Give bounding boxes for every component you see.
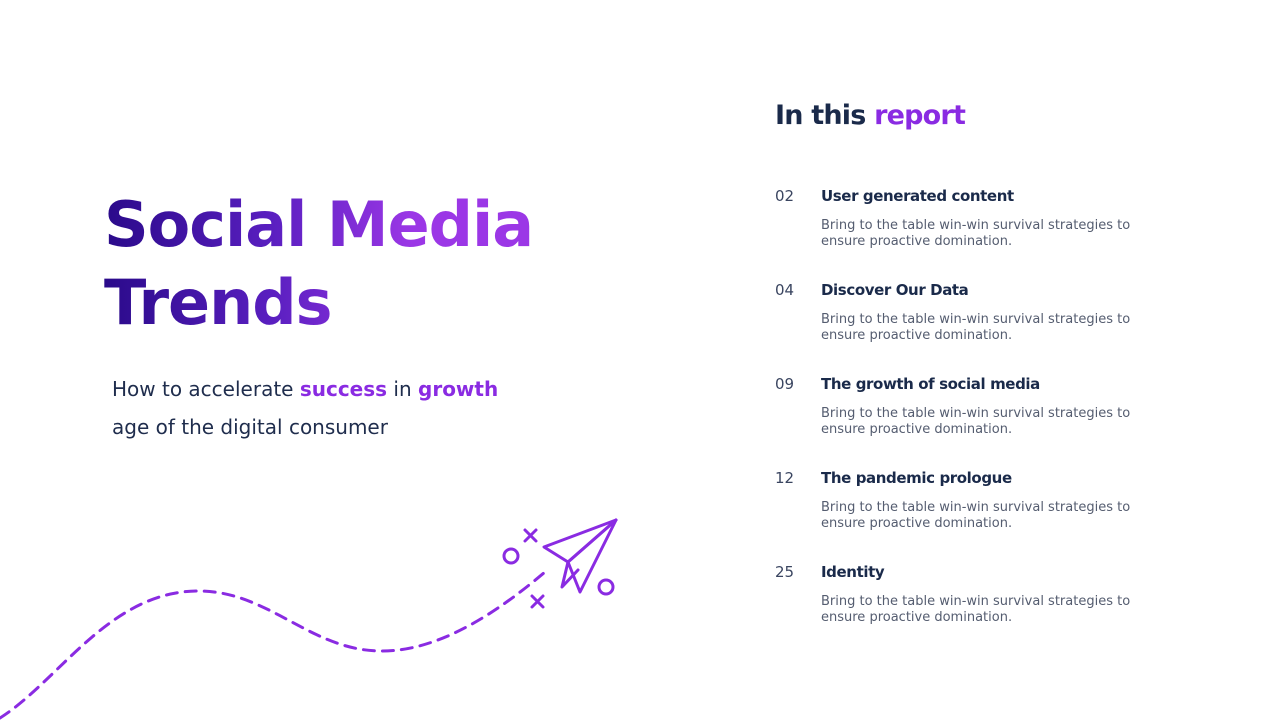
subtitle-part-1: How to accelerate xyxy=(112,377,300,401)
toc-item[interactable]: 09 The growth of social media Bring to t… xyxy=(775,374,1195,468)
title-line-2: Trends xyxy=(104,266,332,339)
toc-page-number: 12 xyxy=(775,469,795,487)
sparkle-decorations xyxy=(502,528,615,609)
subtitle-highlight-success: success xyxy=(299,377,388,401)
toc-item-description: Bring to the table win-win survival stra… xyxy=(821,406,1131,437)
subtitle-part-3: age of the digital consumer xyxy=(112,415,388,439)
toc-item-title: User generated content xyxy=(821,187,1014,205)
cross-icon xyxy=(530,594,545,609)
toc-item-description: Bring to the table win-win survival stra… xyxy=(821,218,1131,249)
toc-item[interactable]: 04 Discover Our Data Bring to the table … xyxy=(775,280,1195,374)
ring-icon xyxy=(597,578,615,596)
subtitle: How to accelerate success in growth age o… xyxy=(112,370,632,446)
toc-page-number: 04 xyxy=(775,281,795,299)
toc-item-title: The growth of social media xyxy=(821,375,1040,393)
cross-icon xyxy=(523,528,538,543)
toc-item[interactable]: 25 Identity Bring to the table win-win s… xyxy=(775,562,1195,656)
toc-item-description: Bring to the table win-win survival stra… xyxy=(821,594,1131,625)
toc-item-title: The pandemic prologue xyxy=(821,469,1012,487)
ring-icon xyxy=(502,547,520,565)
table-of-contents: 02 User generated content Bring to the t… xyxy=(775,186,1195,656)
page-title: Social Media Trends xyxy=(104,186,664,342)
toc-page-number: 09 xyxy=(775,375,795,393)
dashed-flight-path xyxy=(0,570,547,720)
subtitle-part-2: in xyxy=(387,377,419,401)
toc-item-title: Identity xyxy=(821,563,885,581)
paper-plane-illustration xyxy=(0,518,618,720)
toc-page-number: 02 xyxy=(775,187,795,205)
report-heading: In this report xyxy=(775,100,966,131)
report-heading-main: In this xyxy=(775,100,875,131)
toc-item[interactable]: 12 The pandemic prologue Bring to the ta… xyxy=(775,468,1195,562)
toc-item-description: Bring to the table win-win survival stra… xyxy=(821,500,1131,531)
title-line-1: Social Media xyxy=(104,188,534,261)
toc-item-description: Bring to the table win-win survival stra… xyxy=(821,312,1131,343)
toc-page-number: 25 xyxy=(775,563,795,581)
subtitle-highlight-growth: growth xyxy=(418,377,499,401)
paper-plane-icon xyxy=(542,518,618,594)
toc-item[interactable]: 02 User generated content Bring to the t… xyxy=(775,186,1195,280)
report-heading-accent: report xyxy=(874,100,966,131)
toc-item-title: Discover Our Data xyxy=(821,281,969,299)
